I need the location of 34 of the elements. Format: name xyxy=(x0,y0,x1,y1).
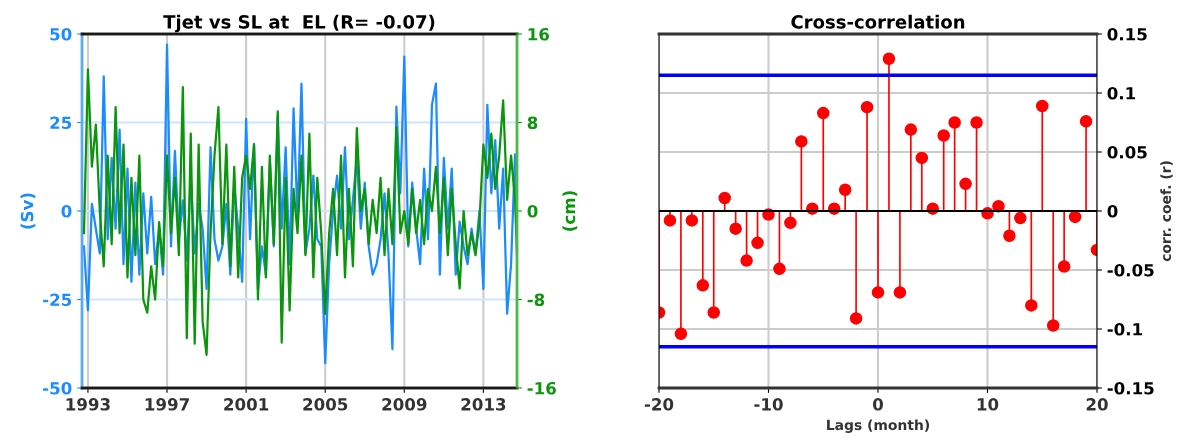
x-axis-title: Lags (month) xyxy=(827,419,929,433)
x-tick-label: -20 xyxy=(644,398,674,411)
y-tick-label: -50 xyxy=(43,381,72,395)
x-tick-label: 0 xyxy=(873,398,883,411)
x-tick-label: -10 xyxy=(754,398,783,411)
y2-tick-label: -16 xyxy=(527,381,556,395)
x-tick-label: 10 xyxy=(977,398,999,411)
y-axis-title: (Sv) xyxy=(20,193,36,229)
y-tick-label: -25 xyxy=(43,293,72,307)
x-tick-label: 1993 xyxy=(66,398,110,411)
y-tick-label: 0.05 xyxy=(1107,145,1147,159)
y-tick-label: 0 xyxy=(1107,204,1118,218)
y-axis-title: corr. coef. (r) xyxy=(1160,161,1173,262)
y2-tick-label: 0 xyxy=(527,204,538,218)
y-tick-label: 0.15 xyxy=(1107,27,1147,41)
y-tick-label: 25 xyxy=(50,116,72,130)
y2-tick-label: 8 xyxy=(527,116,538,130)
x-tick-label: 2001 xyxy=(224,398,269,411)
y-tick-label: 0.1 xyxy=(1107,86,1136,100)
x-tick-label: 20 xyxy=(1086,398,1108,411)
x-tick-label: 2009 xyxy=(382,398,427,411)
x-tick-label: 2005 xyxy=(303,398,348,411)
y-tick-label: -0.1 xyxy=(1107,322,1143,336)
y2-tick-label: -8 xyxy=(527,293,545,307)
y2-tick-label: 16 xyxy=(528,27,550,41)
x-tick-label: 2013 xyxy=(461,398,506,411)
y-tick-label: -0.05 xyxy=(1107,263,1154,277)
y-tick-label: 50 xyxy=(50,27,72,41)
chart-title: Tjet vs SL at EL (R= -0.07) xyxy=(163,14,435,33)
y2-axis-title: (cm) xyxy=(562,191,578,231)
x-tick-label: 1997 xyxy=(145,398,189,411)
y-tick-label: 0 xyxy=(61,204,72,218)
y-tick-label: -0.15 xyxy=(1107,381,1154,395)
chart-title: Cross-correlation xyxy=(791,14,965,29)
